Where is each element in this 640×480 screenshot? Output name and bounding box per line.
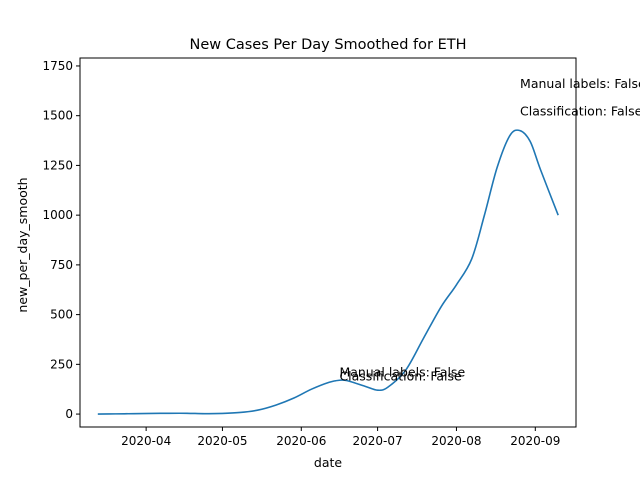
y-tick-label: 0 [65,407,73,421]
chart-title: New Cases Per Day Smoothed for ETH [190,37,467,53]
x-tick-label: 2020-07 [353,434,403,448]
y-axis-label: new_per_day_smooth [15,177,30,312]
x-axis-label: date [314,455,342,470]
axes-frame [79,57,577,428]
x-tick-label: 2020-09 [510,434,560,448]
y-tick-label: 750 [50,258,73,272]
y-tick-label: 1750 [42,59,73,73]
annotation-label: Classification: False [339,368,462,383]
x-tick-label: 2020-05 [197,434,247,448]
x-tick-label: 2020-04 [121,434,171,448]
annotation-label: Manual labels: False [339,364,465,379]
y-tick-label: 500 [50,308,73,322]
plot-area: 2020-04 2020-05 2020-06 2020-07 2020-08 2020-… [42,57,640,448]
y-tick-label: 1000 [42,208,73,222]
x-tick-label: 2020-06 [276,434,326,448]
annotation-label: Manual labels: False [520,76,640,91]
y-tick-label: 250 [50,357,73,371]
annotation-label: Classification: False [520,104,640,119]
y-tick-label: 1500 [42,109,73,123]
series-line [97,129,559,415]
x-tick-label: 2020-08 [431,434,481,448]
y-tick-label: 1250 [42,158,73,172]
